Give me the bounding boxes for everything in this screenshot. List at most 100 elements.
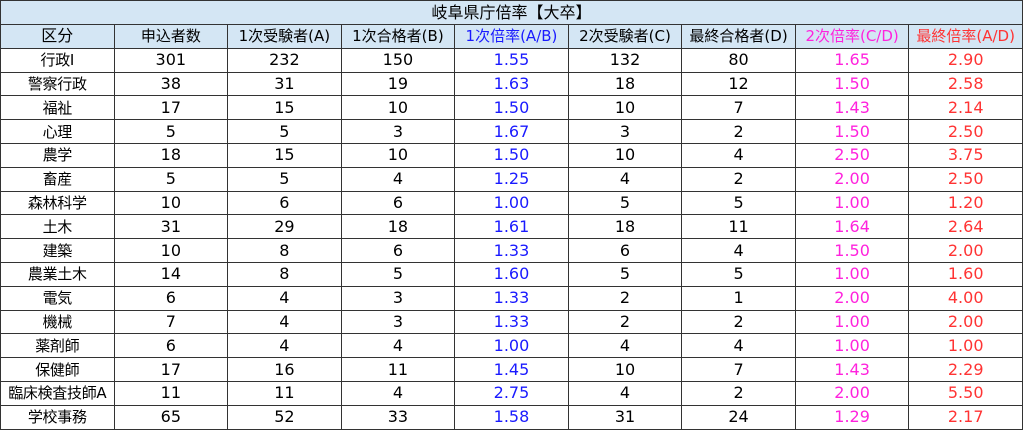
value-cell: 2: [681, 309, 796, 335]
column-header: 1次受験者(A): [227, 24, 342, 49]
value-cell: 1.50: [794, 119, 910, 144]
value-cell: 2.75: [454, 380, 569, 406]
category-cell: 警察行政: [0, 71, 115, 97]
value-cell: 4: [340, 333, 456, 359]
value-cell: 5: [113, 119, 229, 144]
value-cell: 10: [340, 142, 456, 168]
value-cell: 18: [567, 214, 683, 240]
value-cell: 2.50: [908, 119, 1023, 144]
value-cell: 2.58: [908, 71, 1023, 97]
table-row: 心理 5 5 3 1.67 3 2 1.50 2.50: [0, 119, 1023, 144]
table-row: 畜産 5 5 4 1.25 4 2 2.00 2.50: [0, 166, 1023, 192]
value-cell: 10: [567, 95, 683, 121]
column-header: 1次倍率(A/B): [454, 24, 569, 49]
value-cell: 14: [113, 261, 229, 287]
value-cell: 5: [227, 166, 342, 192]
value-cell: 1.67: [454, 119, 569, 144]
value-cell: 4: [227, 309, 342, 335]
value-cell: 6: [340, 238, 456, 263]
value-cell: 65: [113, 404, 229, 430]
value-cell: 1.60: [454, 261, 569, 287]
value-cell: 132: [567, 47, 683, 73]
value-cell: 10: [113, 238, 229, 263]
value-cell: 6: [113, 285, 229, 311]
table-row: 森林科学 10 6 6 1.00 5 5 1.00 1.20: [0, 190, 1023, 216]
value-cell: 7: [113, 309, 229, 335]
category-cell: 機械: [0, 309, 115, 335]
table-title: 岐阜県庁倍率【大卒】: [0, 0, 1023, 25]
value-cell: 15: [227, 95, 342, 121]
value-cell: 2.29: [908, 357, 1023, 382]
value-cell: 4: [340, 380, 456, 406]
value-cell: 2.00: [794, 380, 910, 406]
table-row: 学校事務 65 52 33 1.58 31 24 1.29 2.17: [0, 404, 1023, 430]
value-cell: 6: [227, 190, 342, 216]
value-cell: 1.00: [454, 190, 569, 216]
value-cell: 11: [340, 357, 456, 382]
value-cell: 1.61: [454, 214, 569, 240]
value-cell: 7: [681, 95, 796, 121]
value-cell: 4: [567, 166, 683, 192]
value-cell: 10: [113, 190, 229, 216]
value-cell: 150: [340, 47, 456, 73]
value-cell: 1: [681, 285, 796, 311]
column-header: 2次倍率(C/D): [794, 24, 910, 49]
value-cell: 2: [567, 285, 683, 311]
value-cell: 2.50: [908, 166, 1023, 192]
value-cell: 24: [681, 404, 796, 430]
value-cell: 16: [227, 357, 342, 382]
value-cell: 1.50: [794, 238, 910, 263]
table-row: 薬剤師 6 4 4 1.00 4 4 1.00 1.00: [0, 333, 1023, 359]
value-cell: 6: [113, 333, 229, 359]
value-cell: 1.43: [794, 95, 910, 121]
value-cell: 15: [227, 142, 342, 168]
value-cell: 2.00: [794, 285, 910, 311]
table-row: 機械 7 4 3 1.33 2 2 1.00 2.00: [0, 309, 1023, 335]
category-cell: 農学: [0, 142, 115, 168]
value-cell: 17: [113, 357, 229, 382]
column-header: 区分: [0, 24, 115, 49]
category-cell: 薬剤師: [0, 333, 115, 359]
value-cell: 1.20: [908, 190, 1023, 216]
table-row: 建築 10 8 6 1.33 6 4 1.50 2.00: [0, 238, 1023, 263]
category-cell: 農業土木: [0, 261, 115, 287]
value-cell: 1.33: [454, 309, 569, 335]
value-cell: 31: [567, 404, 683, 430]
value-cell: 1.60: [908, 261, 1023, 287]
table-row: 行政Ⅰ 301 232 150 1.55 132 80 1.65 2.90: [0, 47, 1023, 73]
value-cell: 1.45: [454, 357, 569, 382]
value-cell: 2: [681, 380, 796, 406]
value-cell: 1.43: [794, 357, 910, 382]
value-cell: 4: [681, 333, 796, 359]
value-cell: 1.33: [454, 285, 569, 311]
value-cell: 11: [113, 380, 229, 406]
category-cell: 電気: [0, 285, 115, 311]
value-cell: 4: [681, 142, 796, 168]
value-cell: 80: [681, 47, 796, 73]
value-cell: 12: [681, 71, 796, 97]
value-cell: 1.64: [794, 214, 910, 240]
value-cell: 8: [227, 261, 342, 287]
value-cell: 4: [227, 285, 342, 311]
column-header: 2次受験者(C): [567, 24, 683, 49]
value-cell: 1.00: [794, 190, 910, 216]
value-cell: 2: [681, 166, 796, 192]
category-cell: 畜産: [0, 166, 115, 192]
value-cell: 17: [113, 95, 229, 121]
value-cell: 29: [227, 214, 342, 240]
value-cell: 1.00: [794, 333, 910, 359]
value-cell: 5: [567, 261, 683, 287]
value-cell: 1.00: [794, 261, 910, 287]
value-cell: 5: [681, 261, 796, 287]
table-row: 臨床検査技師A 11 11 4 2.75 4 2 2.00 5.50: [0, 380, 1023, 406]
category-cell: 心理: [0, 119, 115, 144]
value-cell: 2.00: [908, 309, 1023, 335]
column-header: 最終合格者(D): [681, 24, 796, 49]
category-cell: 森林科学: [0, 190, 115, 216]
category-cell: 土木: [0, 214, 115, 240]
value-cell: 5.50: [908, 380, 1023, 406]
column-header: 1次合格者(B): [340, 24, 456, 49]
value-cell: 1.29: [794, 404, 910, 430]
value-cell: 2.14: [908, 95, 1023, 121]
value-cell: 1.50: [794, 71, 910, 97]
